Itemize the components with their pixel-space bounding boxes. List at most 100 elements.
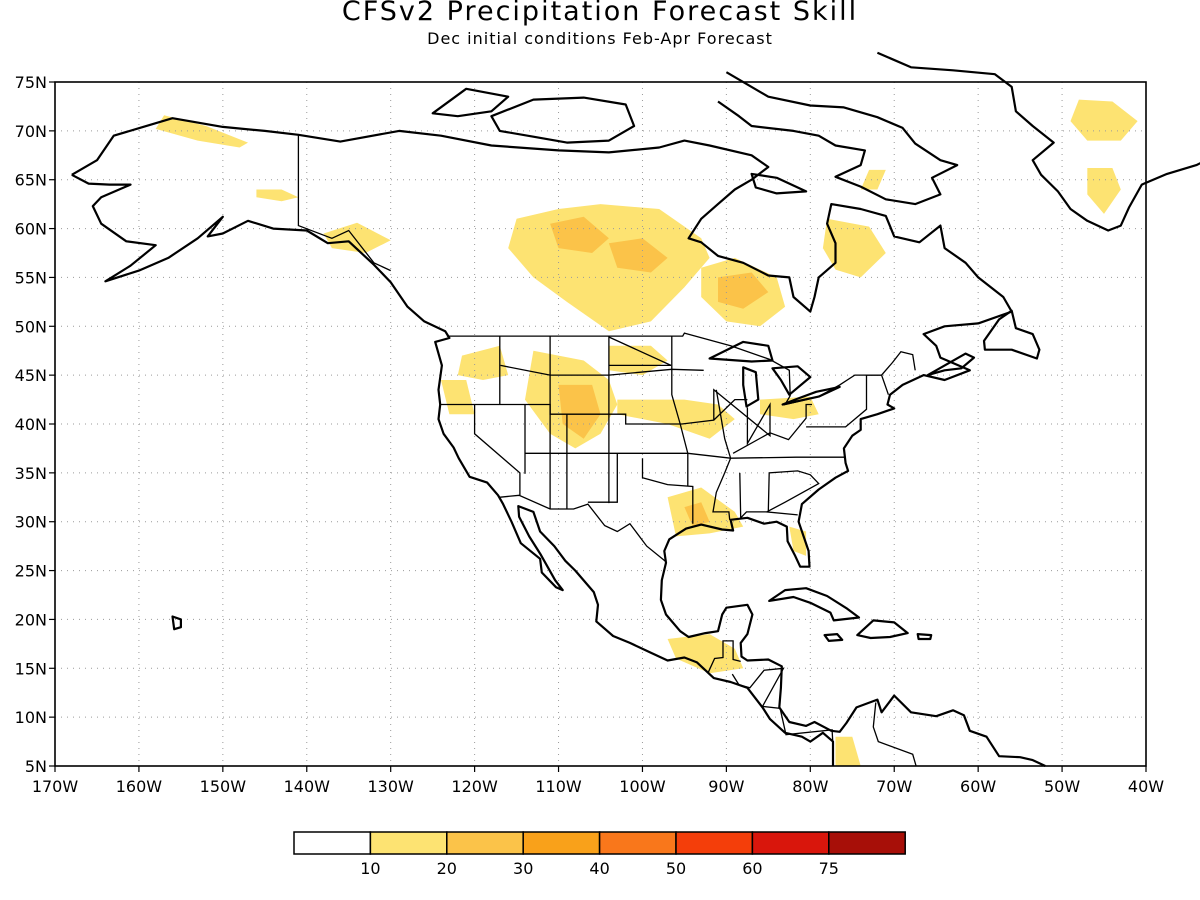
skill-region-hudson-bay-core (718, 272, 769, 309)
skill-region-oregon-coast (441, 380, 475, 415)
colorbar-label: 60 (742, 859, 762, 878)
colorbar-swatch (446, 831, 524, 855)
colorbar-label: 20 (437, 859, 457, 878)
border-mexico-guatemala (707, 640, 741, 674)
skill-region-nw-territories-core (550, 216, 609, 253)
coastline-newfoundland (982, 309, 1041, 360)
lon-tick-label: 150W (200, 777, 247, 796)
colorbar-label: 75 (819, 859, 839, 878)
skill-region-greenland-south (1087, 168, 1121, 214)
coastline-newfoundland-bay (926, 352, 976, 377)
lat-tick-label: 60N (15, 220, 47, 239)
border-southeast (739, 470, 820, 520)
skill-region-nw-territories (508, 204, 710, 332)
skill-region-central-america (667, 634, 744, 674)
lat-tick-label: 35N (15, 464, 47, 483)
border-ohio-valley (732, 403, 812, 454)
colorbar-swatch (369, 831, 448, 855)
border-state-46n-dakotas (608, 336, 672, 367)
colorbar-label: 10 (360, 859, 380, 878)
coastline-banks-island (431, 87, 510, 118)
coastline-southampton (750, 172, 808, 195)
lon-tick-label: 40W (1128, 777, 1164, 796)
coastline-cuba (768, 587, 861, 622)
lat-tick-label: 25N (15, 562, 47, 581)
skill-region-quebec (822, 218, 886, 278)
coastline-victoria-island (490, 96, 636, 144)
skill-region-alaska-north (155, 115, 248, 148)
colorbar-label: 30 (513, 859, 533, 878)
lat-tick-label: 5N (25, 757, 47, 776)
skill-region-alaska-south (256, 189, 299, 202)
skill-region-manitoba-core (608, 238, 668, 273)
skill-region-louisiana (667, 487, 744, 537)
lon-tick-label: 140W (284, 777, 331, 796)
coastline-hawaii (171, 615, 182, 631)
colorbar-swatch (598, 831, 677, 855)
lon-tick-label: 100W (619, 777, 666, 796)
skill-region-nebraska-iowa (617, 399, 735, 439)
coastline-mainland-north-america (71, 117, 1046, 767)
colorbar-label: 40 (589, 859, 609, 878)
colorbar-swatch (828, 831, 906, 855)
lat-tick-label: 65N (15, 171, 47, 190)
border-state-west (473, 404, 521, 496)
border-alaska-canada (297, 134, 391, 272)
coastline-great-lake-superior (708, 340, 774, 363)
skill-region-rockies-core (558, 384, 601, 439)
lon-tick-label: 60W (960, 777, 996, 796)
skill-shading-layer (155, 99, 1138, 766)
skill-region-panama-colombia (835, 736, 861, 766)
border-central-america (731, 667, 834, 747)
axis-ticks: 5N 10N 15N 20N 25N 30N 35N 40N 45N 50N 55N 60N 65N 70… (15, 73, 1165, 796)
lon-tick-label: 90W (708, 777, 744, 796)
border-meridian-100 (641, 458, 694, 524)
colorbar-swatch (675, 831, 754, 855)
skill-region-baffin (860, 169, 886, 190)
map-title: CFSv2 Precipitation Forecast Skill (341, 0, 859, 27)
border-mississippi (712, 389, 732, 520)
colorbar-swatch (751, 831, 830, 855)
coastline-pacific-coast (71, 173, 835, 766)
border-northeast (806, 374, 890, 428)
lat-tick-label: 10N (15, 708, 47, 727)
coastline-puerto-rico (916, 632, 933, 641)
lon-tick-label: 80W (792, 777, 828, 796)
lat-tick-label: 15N (15, 659, 47, 678)
border-state-37n (525, 452, 846, 459)
border-us-mexico (498, 494, 667, 563)
lon-tick-label: 120W (451, 777, 498, 796)
skill-region-dakotas (608, 345, 668, 376)
border-meridian-103 (587, 453, 618, 503)
map-subtitle: Dec initial conditions Feb-Apr Forecast (427, 29, 773, 48)
skill-region-louisiana-core (684, 502, 710, 527)
coastlines (71, 51, 1200, 767)
lat-tick-label: 55N (15, 268, 47, 287)
skill-region-greenland-north (1070, 99, 1138, 141)
coastline-jamaica (823, 632, 844, 643)
lat-tick-label: 30N (15, 513, 47, 532)
lat-tick-label: 50N (15, 317, 47, 336)
political-borders (297, 134, 917, 767)
lon-tick-label: 130W (368, 777, 415, 796)
colorbar: 10 20 30 40 50 60 75 (293, 831, 906, 878)
coastline-great-lake-huron (771, 365, 812, 396)
lon-tick-label: 170W (32, 777, 79, 796)
skill-region-gulf-coast-bc (323, 222, 391, 253)
coastline-great-lake-michigan (742, 366, 760, 408)
lat-tick-label: 20N (15, 610, 47, 629)
border-colombia-venezuela (872, 702, 917, 767)
skill-region-great-lakes (760, 396, 819, 420)
lon-tick-label: 110W (535, 777, 582, 796)
colorbar-swatch (522, 831, 601, 855)
border-meridian-96 (671, 336, 689, 487)
lon-tick-label: 50W (1044, 777, 1080, 796)
skill-region-washington-idaho (457, 345, 509, 380)
lat-tick-label: 40N (15, 415, 47, 434)
coastline-greenland (876, 51, 1200, 232)
colorbar-swatch (293, 831, 372, 855)
coastline-great-lake-erie-ontario (781, 385, 841, 406)
lat-tick-label: 45N (15, 366, 47, 385)
lat-tick-label: 70N (15, 122, 47, 141)
border-central-states (713, 388, 771, 446)
